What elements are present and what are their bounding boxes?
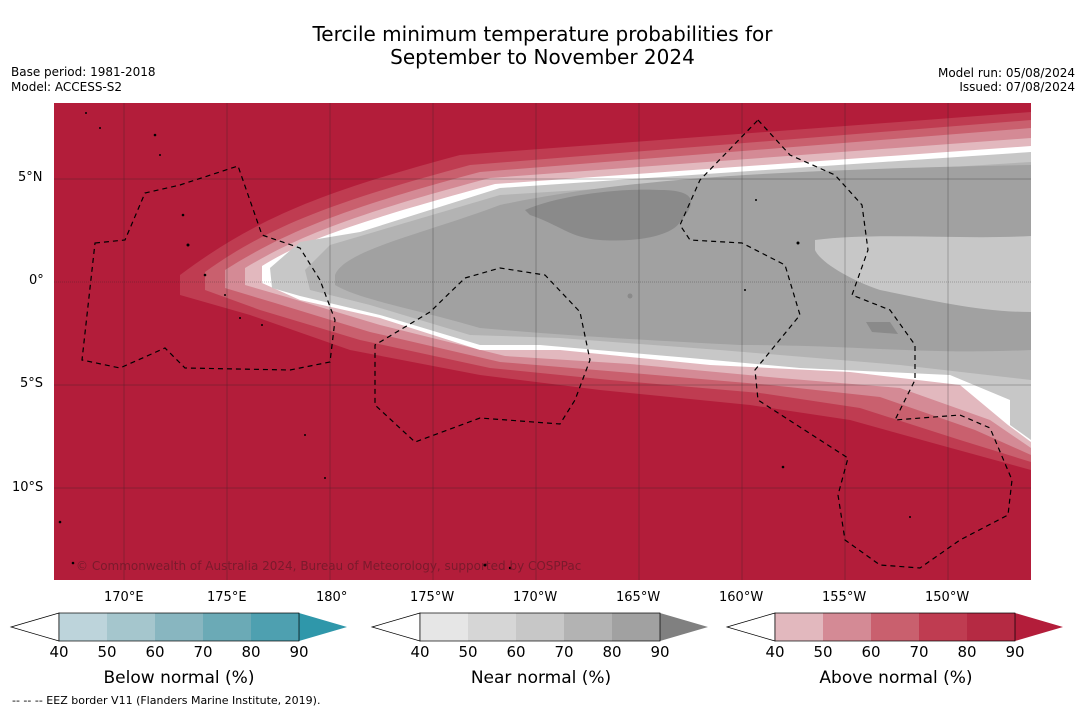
map-gridlines <box>54 103 1031 580</box>
tick-label: 70 <box>193 643 213 661</box>
colorbar-above-swatch <box>967 613 1015 641</box>
zone-near-90-east <box>866 322 898 334</box>
zone-near-60-east <box>815 236 1031 312</box>
base-period: Base period: 1981-2018 <box>11 65 156 79</box>
tick-label: 60 <box>145 643 165 661</box>
lon-label: 165°W <box>616 590 661 605</box>
tick-label: 40 <box>410 643 430 661</box>
lat-label: 5°N <box>18 170 43 185</box>
colorbar-near-swatch <box>612 613 660 641</box>
model-run: Model run: 05/08/2024 <box>937 66 1075 80</box>
map-title-line1: Tercile minimum temperature probabilitie… <box>312 22 773 46</box>
colorbar-above <box>725 612 1063 642</box>
tick-label: 80 <box>602 643 622 661</box>
colorbars <box>9 612 1063 642</box>
tick-label: 50 <box>97 643 117 661</box>
lon-label: 170°W <box>513 590 558 605</box>
lon-label: 170°E <box>104 590 144 605</box>
lon-label: 175°W <box>410 590 455 605</box>
colorbar-below-swatch <box>251 613 299 641</box>
tick-label: 90 <box>650 643 670 661</box>
colorbar-near-min-triangle <box>370 612 421 642</box>
colorbar-near-swatch <box>564 613 612 641</box>
model-name: Model: ACCESS-S2 <box>11 80 123 94</box>
lon-label: 175°E <box>207 590 247 605</box>
islands <box>58 112 911 570</box>
tick-label: 40 <box>49 643 69 661</box>
tick-label: 40 <box>765 643 785 661</box>
map-title-line2: September to November 2024 <box>390 45 695 69</box>
tick-label: 70 <box>909 643 929 661</box>
eez-borders <box>81 119 1013 569</box>
tick-label: 50 <box>458 643 478 661</box>
lon-label: 180° <box>316 590 348 605</box>
lon-label: 155°W <box>822 590 867 605</box>
tick-label: 90 <box>1005 643 1025 661</box>
lat-label: 0° <box>29 273 44 288</box>
colorbar-above-max-triangle <box>1015 613 1063 641</box>
tick-label: 50 <box>813 643 833 661</box>
zone-near-90 <box>525 189 692 241</box>
colorbar-above-min-triangle <box>725 612 776 642</box>
colorbar-above-swatch <box>871 613 919 641</box>
tick-label: 70 <box>554 643 574 661</box>
zone-near-80 <box>335 165 1031 352</box>
tick-label: 60 <box>861 643 881 661</box>
colorbar-near-swatch <box>516 613 564 641</box>
copyright-notice: © Commonwealth of Australia 2024, Bureau… <box>76 559 581 573</box>
colorbar-below-swatch <box>59 613 107 641</box>
tick-label: 60 <box>506 643 526 661</box>
tick-label: 80 <box>241 643 261 661</box>
colorbar-below <box>9 612 347 642</box>
colorbar-below-swatch <box>203 613 251 641</box>
colorbar-near-label: Near normal (%) <box>470 668 612 688</box>
lat-label: 10°S <box>12 480 44 495</box>
tick-label: 80 <box>957 643 977 661</box>
colorbar-near <box>370 612 708 642</box>
colorbar-above-swatch <box>775 613 823 641</box>
colorbar-below-swatch <box>107 613 155 641</box>
lon-label: 150°W <box>925 590 970 605</box>
colorbar-above-swatch <box>823 613 871 641</box>
colorbar-below-swatch <box>155 613 203 641</box>
colorbar-below-max-triangle <box>299 613 347 641</box>
lon-label: 160°W <box>719 590 764 605</box>
colorbar-below-min-triangle <box>9 612 60 642</box>
colorbar-near-swatch <box>468 613 516 641</box>
lat-label: 5°S <box>20 376 44 391</box>
colorbar-above-swatch <box>919 613 967 641</box>
eez-footnote: -- -- -- EEZ border V11 (Flanders Marine… <box>12 694 321 707</box>
tick-label: 90 <box>289 643 309 661</box>
colorbar-near-max-triangle <box>660 613 708 641</box>
colorbar-above-label: Above normal (%) <box>819 668 973 688</box>
colorbar-near-swatch <box>420 613 468 641</box>
issued-date: Issued: 07/08/2024 <box>959 80 1075 94</box>
colorbar-below-label: Below normal (%) <box>103 668 255 688</box>
